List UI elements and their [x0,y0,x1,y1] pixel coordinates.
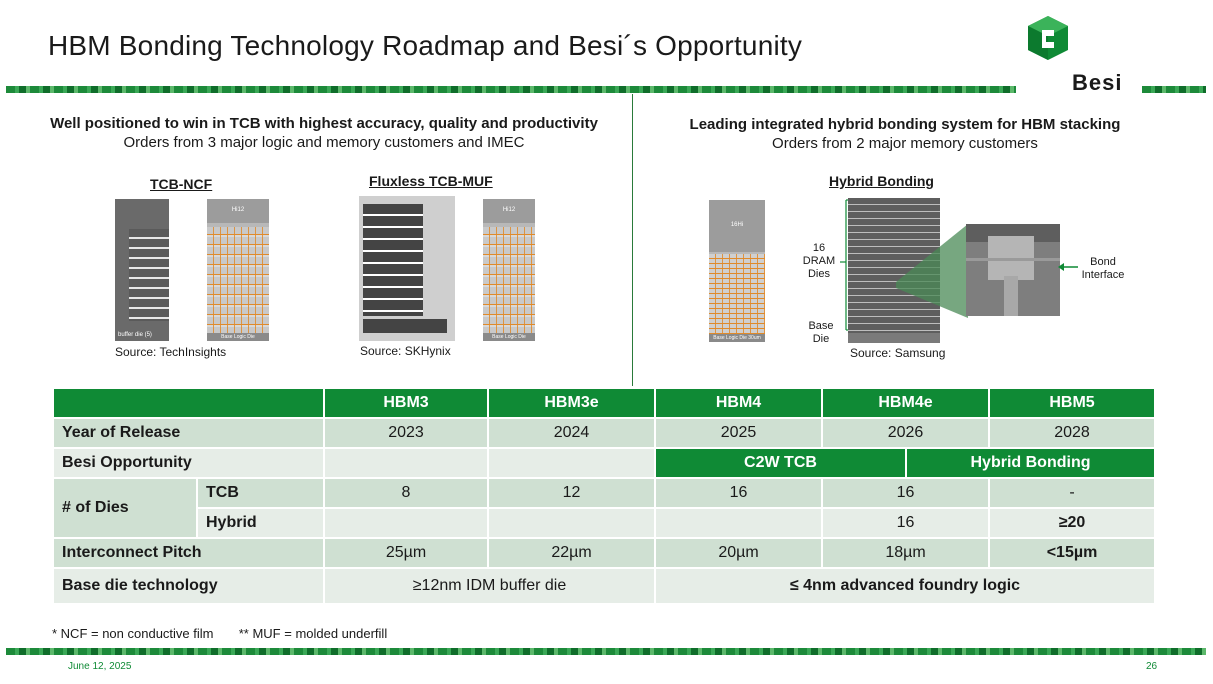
table-header-row: HBM3 HBM3e HBM4 HBM4e HBM5 [54,389,1156,419]
fluxless-source: Source: SKHynix [360,344,451,358]
besi-logo-icon [1028,16,1068,60]
year-label: Year of Release [54,419,325,449]
pitch-row: Interconnect Pitch 25µm 22µm 20µm 18µm <… [54,539,1156,569]
header-hbm3: HBM3 [325,389,489,419]
right-subline: Orders from 2 major memory customers [772,135,1038,152]
fluxless-cross-section [359,196,455,341]
header-empty-cell [54,389,325,419]
base-die-row: Base die technology ≥12nm IDM buffer die… [54,569,1156,605]
opportunity-label: Besi Opportunity [54,449,325,479]
header-hbm3e: HBM3e [489,389,656,419]
fluxless-tcb-muf-label: Fluxless TCB-MUF [369,173,493,189]
base-label: Base die technology [54,569,325,605]
header-hbm5: HBM5 [990,389,1156,419]
panel-divider [632,94,633,386]
base-die-annotation: Base Die [808,320,834,345]
header-stripe-right [1142,86,1206,93]
left-subline: Orders from 3 major logic and memory cus… [123,134,525,151]
logo-wordmark: Besi [1072,70,1123,95]
year-row: Year of Release 2023 2024 2025 2026 2028 [54,419,1156,449]
tcb-ncf-source: Source: TechInsights [115,345,227,359]
ncf-footnote: * NCF = non conductive film [52,626,214,641]
tcb-label: TCB [198,479,325,509]
footer-date: June 12, 2025 [68,661,132,672]
buffer-die-caption: buffer die (5) [118,332,152,338]
right-headline: Leading integrated hybrid bonding system… [689,116,1121,133]
tcb-ncf-cross-section: buffer die (5) [115,199,169,341]
opportunity-row: Besi Opportunity C2W TCB Hybrid Bonding [54,449,1156,479]
c2w-tcb-bar: C2W TCB [656,449,907,479]
hybrid-dies-row: Hybrid 16 ≥20 [54,509,1156,539]
tcb-ncf-label: TCB-NCF [150,176,213,192]
fluxless-stack-diagram: Hi12 Base Logic Die [483,199,535,341]
bond-arrow-icon [1058,263,1078,271]
hybrid-source: Source: Samsung [850,346,946,360]
tcb-ncf-stack-diagram: Hi12 Base Logic Die [207,199,269,341]
roadmap-table: HBM3 HBM3e HBM4 HBM4e HBM5 Year of Relea… [54,389,1156,605]
zoom-wedge-icon [896,224,968,318]
muf-footnote: ** MUF = molded underfill [238,626,388,641]
page-number: 26 [1146,661,1158,672]
header-stripe-left [6,86,1016,93]
hybrid-label: Hybrid [198,509,325,539]
pitch-label: Interconnect Pitch [54,539,325,569]
bond-interface-zoom [966,224,1060,316]
bond-interface-annotation: Bond Interface [1081,256,1125,281]
footer-stripe [6,648,1206,655]
footnote: * NCF = non conductive film ** MUF = mol… [52,626,387,641]
header-hbm4e: HBM4e [823,389,990,419]
slide-title: HBM Bonding Technology Roadmap and Besi´… [48,30,803,61]
left-headline: Well positioned to win in TCB with highe… [50,115,598,132]
hybrid-stack-diagram: 16Hi Base Logic Die 30um [709,200,765,342]
hybrid-bonding-label: Hybrid Bonding [829,173,934,189]
tcb-dies-row: # of Dies TCB 8 12 16 16 - [54,479,1156,539]
dram-dies-annotation: 16 DRAM Dies [802,242,836,280]
hybrid-bonding-bar: Hybrid Bonding [907,449,1156,479]
header-hbm4: HBM4 [656,389,823,419]
dies-label: # of Dies [54,479,198,539]
